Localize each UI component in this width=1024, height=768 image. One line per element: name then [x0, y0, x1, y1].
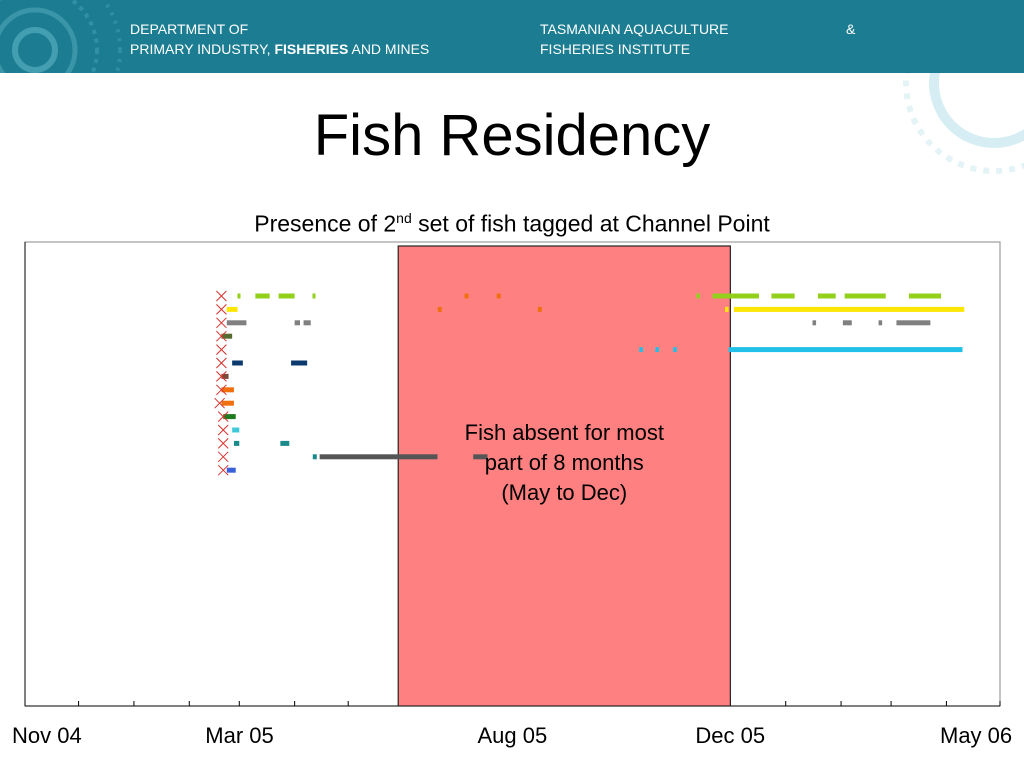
- tag-cross-stroke: [214, 397, 225, 409]
- tag-cross-marker: [216, 357, 227, 369]
- absence-annotation-line3: (May to Dec): [501, 480, 627, 505]
- detection-mark-row-5: [728, 347, 963, 353]
- detection-mark-row-5: [639, 347, 643, 353]
- tag-cross-stroke: [217, 451, 229, 463]
- header-banner: DEPARTMENT OF PRIMARY INDUSTRY, FISHERIE…: [0, 0, 1024, 73]
- detection-mark-row-3: [812, 320, 817, 326]
- institute-name: TASMANIAN AQUACULTURE FISHERIES INSTITUT…: [540, 21, 729, 57]
- detection-mark-row-4: [221, 333, 233, 339]
- detection-point-row-1: [464, 293, 469, 299]
- tag-cross-stroke: [216, 357, 227, 369]
- detection-point-row-1: [496, 293, 501, 299]
- detection-mark-row-5: [655, 347, 659, 353]
- detection-mark-row-2: [226, 306, 238, 312]
- tag-cross-stroke: [216, 344, 227, 355]
- x-tick-label: Dec 05: [695, 723, 766, 748]
- tag-cross-stroke: [216, 290, 227, 302]
- detection-mark-row-1: [844, 293, 886, 299]
- detection-mark-row-1: [312, 293, 316, 299]
- slide-title: Fish Residency: [313, 103, 711, 168]
- detection-mark-row-9: [221, 400, 234, 406]
- tag-cross-marker: [216, 344, 227, 355]
- tag-cross-stroke: [217, 438, 229, 449]
- tag-cross-marker: [217, 451, 229, 463]
- tag-cross-stroke: [216, 317, 227, 329]
- tag-cross-marker: [216, 317, 227, 329]
- ampersand: &: [846, 21, 856, 37]
- x-tick-label: Aug 05: [477, 723, 548, 748]
- tag-cross-stroke: [217, 424, 229, 436]
- detection-mark-row-1: [712, 293, 759, 299]
- detection-mark-row-11: [232, 427, 240, 433]
- detection-mark-row-14: [226, 467, 236, 473]
- detection-point-row-2: [537, 306, 542, 312]
- tag-cross-stroke: [216, 384, 227, 396]
- detection-mark-row-3: [878, 320, 883, 326]
- detection-mark-row-3: [303, 320, 311, 326]
- tag-cross-marker: [217, 424, 229, 436]
- tag-cross-stroke: [217, 464, 229, 476]
- detection-mark-row-1: [817, 293, 836, 299]
- detection-mark-row-13: [319, 454, 438, 460]
- detection-mark-row-3: [842, 320, 852, 326]
- x-tick-label: Mar 05: [205, 723, 274, 748]
- tag-cross-stroke: [216, 304, 227, 315]
- detection-mark-row-12: [280, 440, 290, 446]
- x-tick-label: May 06: [940, 723, 1013, 748]
- absence-annotation-line1: Fish absent for most: [465, 420, 664, 445]
- x-tick-label: Nov 04: [12, 723, 82, 748]
- tag-cross-marker: [216, 330, 227, 342]
- detection-mark-row-1: [771, 293, 795, 299]
- detection-mark-row-1: [908, 293, 942, 299]
- detection-point-row-13: [312, 454, 317, 460]
- tag-cross-marker: [217, 464, 229, 476]
- detection-mark-row-6: [291, 360, 308, 366]
- detection-mark-row-5: [673, 347, 677, 353]
- detection-mark-row-2: [725, 306, 729, 312]
- tag-cross-marker: [216, 304, 227, 315]
- tag-cross-marker: [216, 384, 227, 396]
- tag-cross-marker: [217, 438, 229, 449]
- tag-cross-marker: [216, 371, 227, 382]
- detection-mark-row-2: [733, 306, 965, 312]
- detection-mark-row-3: [294, 320, 300, 326]
- department-name: DEPARTMENT OF PRIMARY INDUSTRY, FISHERIE…: [130, 21, 430, 57]
- detection-mark-row-1: [278, 293, 295, 299]
- detection-point-row-2: [437, 306, 442, 312]
- detection-mark-row-10: [223, 414, 236, 420]
- tag-cross-marker: [217, 411, 229, 422]
- tag-cross-stroke: [216, 371, 227, 382]
- detection-mark-row-7: [221, 373, 229, 379]
- detection-mark-row-1: [237, 293, 241, 299]
- detection-mark-row-1: [255, 293, 270, 299]
- chart-subtitle: Presence of 2nd set of fish tagged at Ch…: [254, 210, 770, 237]
- corner-rings-decoration: [903, 73, 1024, 174]
- tag-cross-marker: [216, 290, 227, 302]
- detection-mark-row-6: [232, 360, 243, 366]
- detection-mark-row-3: [896, 320, 931, 326]
- detection-mark-row-12: [233, 440, 240, 446]
- detection-mark-row-1: [696, 293, 700, 299]
- detection-mark-row-8: [221, 387, 234, 393]
- absence-band: [397, 245, 731, 707]
- tag-cross-marker: [214, 397, 225, 409]
- absence-annotation-line2: part of 8 months: [485, 450, 644, 475]
- detection-mark-row-3: [226, 320, 247, 326]
- detection-mark-row-13: [473, 454, 488, 460]
- concentric-circles-decoration: [0, 0, 122, 73]
- tag-cross-stroke: [217, 411, 229, 422]
- tag-cross-stroke: [216, 330, 227, 342]
